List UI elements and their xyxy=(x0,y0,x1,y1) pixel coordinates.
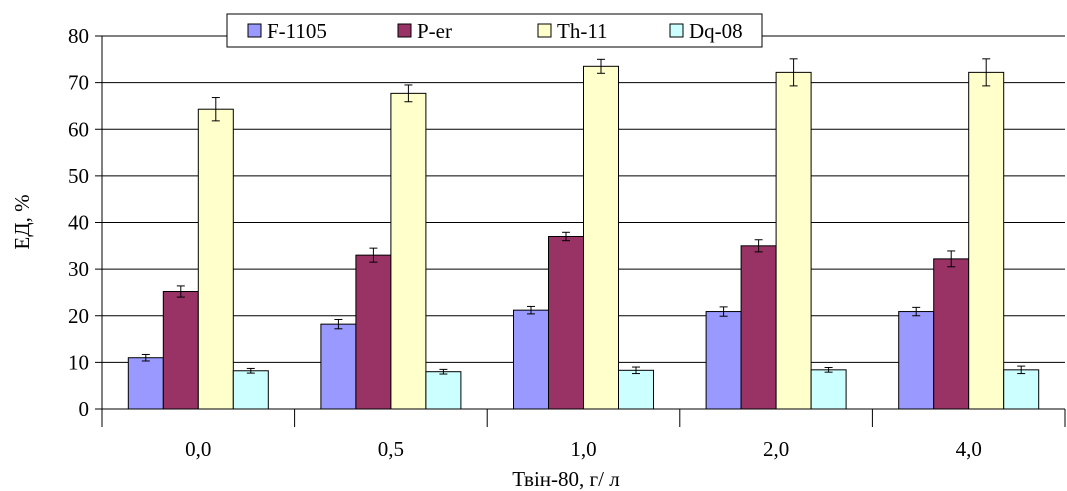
bar-f-1105 xyxy=(320,323,357,410)
bars xyxy=(127,58,1040,410)
bar-p-er xyxy=(355,254,392,410)
bar-dq-08 xyxy=(232,370,269,410)
bar-th-11 xyxy=(390,92,427,410)
bar-th-11 xyxy=(775,71,812,410)
y-tick-label: 50 xyxy=(68,164,89,188)
bar-dq-08 xyxy=(810,369,847,410)
legend-label: Th-11 xyxy=(557,19,608,43)
bar-th-11 xyxy=(968,71,1005,410)
y-tick-labels: 0 10 20 30 40 50 60 70 80 xyxy=(68,24,89,421)
bar-p-er xyxy=(933,258,970,410)
legend-label: Dq-08 xyxy=(689,19,743,43)
y-tick-label: 40 xyxy=(68,211,89,235)
x-tick-label: 1,0 xyxy=(570,437,596,461)
y-tick-label: 70 xyxy=(68,71,89,95)
bar-dq-08 xyxy=(425,371,462,410)
bar-f-1105 xyxy=(705,311,742,410)
bar-f-1105 xyxy=(898,311,935,410)
bar-dq-08 xyxy=(1003,369,1040,410)
y-axis-title: ЕД, % xyxy=(10,194,34,249)
bar-f-1105 xyxy=(513,309,549,410)
bar-f-1105 xyxy=(127,357,164,410)
bar-p-er xyxy=(740,245,777,410)
x-tick-labels: 0,0 0,5 1,0 2,0 4,0 xyxy=(185,437,982,461)
x-tick-label: 0,5 xyxy=(378,437,404,461)
x-axis-title: Твін-80, г/ л xyxy=(512,467,619,491)
bar-dq-08 xyxy=(618,369,654,410)
legend-swatch xyxy=(247,23,262,38)
y-tick-label: 80 xyxy=(68,24,89,48)
x-tick-label: 0,0 xyxy=(185,437,211,461)
y-tick-label: 10 xyxy=(68,350,89,374)
x-tick-label: 4,0 xyxy=(956,437,982,461)
legend-swatch xyxy=(537,23,552,38)
bar-p-er xyxy=(548,235,584,410)
legend: F-1105 P-er Th-11 Dq-08 xyxy=(226,13,763,48)
legend-label: F-1105 xyxy=(267,19,327,43)
bar-th-11 xyxy=(197,108,234,410)
legend-swatch xyxy=(397,23,412,38)
legend-label: P-er xyxy=(417,19,452,43)
y-tick-label: 20 xyxy=(68,304,89,328)
legend-swatch xyxy=(669,23,684,38)
axes xyxy=(95,35,1066,427)
bar-p-er xyxy=(162,291,199,410)
bar-th-11 xyxy=(583,65,619,410)
x-tick-label: 2,0 xyxy=(763,437,789,461)
y-tick-label: 30 xyxy=(68,257,89,281)
y-tick-label: 60 xyxy=(68,117,89,141)
y-tick-label: 0 xyxy=(79,397,90,421)
